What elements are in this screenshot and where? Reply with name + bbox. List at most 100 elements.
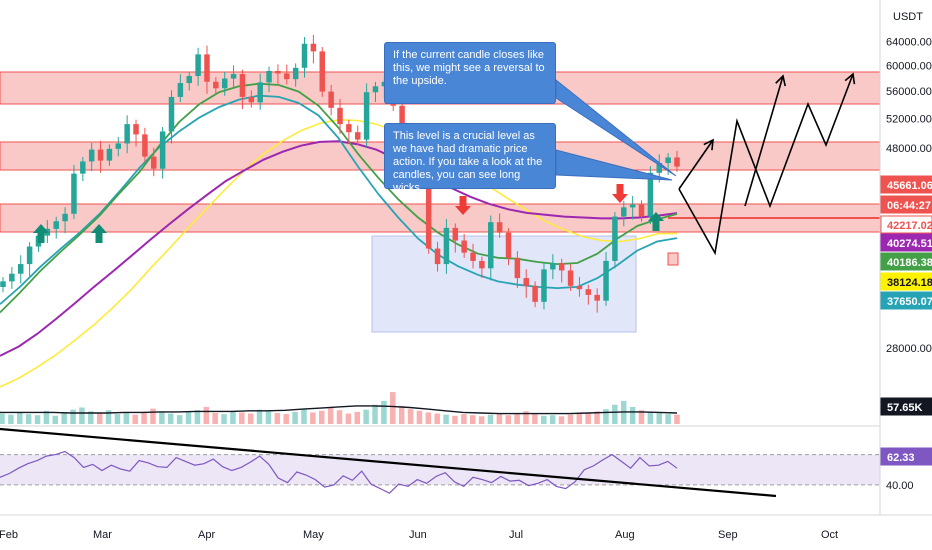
volume-bar bbox=[381, 400, 387, 424]
volume-bar bbox=[532, 414, 538, 424]
candle-body bbox=[80, 161, 86, 174]
volume-bar bbox=[523, 411, 529, 424]
volume-bar bbox=[363, 409, 369, 424]
candle-body bbox=[461, 240, 467, 253]
candle-body bbox=[603, 260, 609, 301]
projection-path-lower bbox=[678, 73, 854, 256]
volume-bar bbox=[416, 410, 423, 424]
candle-body bbox=[452, 227, 459, 241]
volume-bar bbox=[398, 405, 405, 424]
candle-body bbox=[425, 161, 432, 249]
price-tag: 40186.38 bbox=[880, 252, 932, 271]
candle-body bbox=[443, 227, 450, 265]
candle-body bbox=[97, 149, 104, 161]
volume-bar bbox=[265, 411, 272, 424]
volume-bar bbox=[301, 409, 307, 424]
candle-body bbox=[567, 270, 574, 286]
sr-zone-small bbox=[667, 252, 679, 266]
price-tag: 38124.18 bbox=[880, 272, 932, 291]
ema-purple-line bbox=[0, 140, 678, 357]
volume-ma-line bbox=[0, 405, 678, 415]
price-tag-bg bbox=[880, 397, 932, 416]
candle-body bbox=[621, 207, 627, 217]
arrow-up-green bbox=[33, 224, 49, 243]
annotation-crucial-level[interactable]: This level is a crucial level as we have… bbox=[384, 123, 556, 194]
price-tag-bg bbox=[880, 195, 932, 214]
volume-bar bbox=[425, 412, 432, 424]
arrow-down-red bbox=[612, 184, 628, 203]
price-tag: 06:44:27 bbox=[880, 195, 932, 214]
volume-bar bbox=[185, 411, 192, 424]
time-tick-label: Jun bbox=[409, 529, 427, 541]
volume-bar bbox=[96, 413, 103, 424]
time-axis[interactable]: Feb Mar Apr May Jun Jul Aug Sep Oct bbox=[0, 529, 838, 541]
annotation-reversal-pointer bbox=[555, 78, 677, 177]
volume-bar bbox=[132, 414, 138, 424]
volume-bar bbox=[496, 413, 503, 424]
candle-body bbox=[221, 78, 228, 89]
candle-body bbox=[674, 157, 680, 167]
arrow-down-red bbox=[455, 196, 471, 215]
price-tag-label: 40186.38 bbox=[887, 257, 932, 269]
candle-body bbox=[310, 43, 317, 52]
time-tick-label: Apr bbox=[198, 529, 215, 541]
volume-bar bbox=[603, 409, 609, 424]
time-tick-label: Feb bbox=[0, 529, 18, 541]
arrow-up-green bbox=[648, 212, 664, 231]
volume-bar bbox=[25, 414, 32, 424]
candle-body bbox=[151, 156, 157, 169]
volume-bar bbox=[105, 410, 112, 424]
candle-body bbox=[133, 124, 139, 135]
price-tag-label: 57.65K bbox=[887, 402, 923, 414]
volume-bar bbox=[176, 415, 183, 424]
time-tick-label: Mar bbox=[93, 529, 112, 541]
price-tag-bg bbox=[880, 233, 932, 252]
time-tick-label: Oct bbox=[821, 529, 838, 541]
volume-bar bbox=[52, 415, 59, 424]
volume-bar bbox=[638, 410, 645, 424]
volume-bar bbox=[452, 415, 458, 424]
volume-bar bbox=[549, 415, 556, 424]
volume-bar bbox=[354, 411, 361, 424]
volume-bar bbox=[665, 414, 671, 424]
candle-body bbox=[532, 285, 538, 302]
candle-body bbox=[354, 132, 361, 140]
volume-bar bbox=[150, 408, 156, 424]
volume-bar bbox=[79, 407, 85, 424]
candle-body bbox=[106, 148, 113, 161]
candle-body bbox=[275, 70, 281, 74]
consolidation-range-box bbox=[371, 235, 637, 333]
volume-bar bbox=[505, 415, 511, 424]
volume-bar bbox=[647, 411, 654, 424]
price-tags: 45661.06 06:44:27 42217.02 40274.51 40186.38… bbox=[880, 175, 932, 466]
volume-bar bbox=[558, 416, 565, 424]
volume-bar bbox=[247, 413, 254, 424]
volume-bar bbox=[123, 413, 130, 424]
candle-body bbox=[195, 54, 201, 76]
price-tag: 57.65K bbox=[880, 397, 932, 416]
rsi-trendline bbox=[0, 427, 777, 498]
candle-body bbox=[612, 216, 618, 261]
volume-bar bbox=[8, 414, 14, 424]
volume-bar bbox=[221, 414, 227, 424]
volume-bar bbox=[88, 411, 94, 424]
candle-body bbox=[124, 124, 130, 144]
candle-body bbox=[248, 96, 255, 103]
time-tick-label: May bbox=[303, 529, 324, 541]
candle-body bbox=[665, 157, 671, 164]
price-tag-bg bbox=[880, 272, 932, 291]
candle-body bbox=[186, 75, 192, 84]
time-tick-label: Aug bbox=[615, 529, 635, 541]
price-tag: 62.33 bbox=[880, 447, 932, 466]
candle-body bbox=[514, 257, 521, 279]
candle-body bbox=[62, 213, 68, 222]
volume-bar bbox=[345, 413, 352, 424]
annotation-reversal[interactable]: If the current candle closes like this, … bbox=[384, 42, 556, 104]
price-tag-bg bbox=[880, 291, 932, 310]
volume-bar bbox=[34, 415, 41, 424]
candle-body bbox=[142, 134, 148, 157]
volume-bar bbox=[390, 392, 396, 424]
candle-body bbox=[372, 86, 379, 93]
candle-body bbox=[239, 74, 246, 97]
candle-body bbox=[26, 246, 33, 265]
